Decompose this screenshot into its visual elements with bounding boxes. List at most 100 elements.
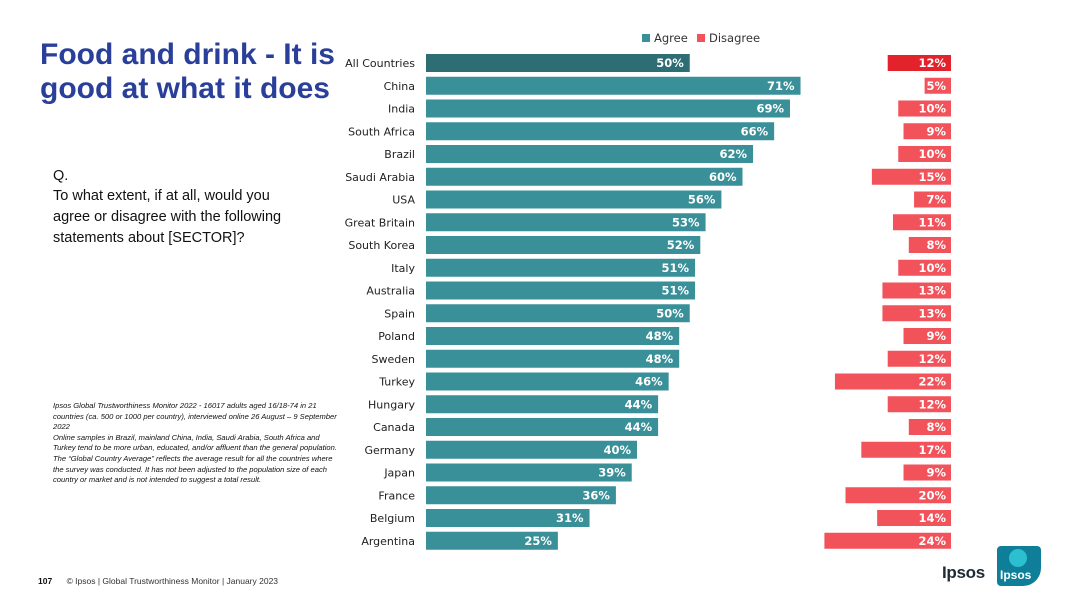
logo-box-text: Ipsos: [1000, 568, 1032, 582]
disagree-bar: [914, 191, 951, 208]
footer: 107 © Ipsos | Global Trustworthiness Mon…: [38, 576, 278, 586]
disagree-value-label: 17%: [918, 443, 946, 457]
category-label: Australia: [366, 285, 415, 298]
disagree-bar: [834, 373, 951, 390]
disagree-bar: [861, 441, 951, 458]
category-label: South Korea: [348, 239, 415, 252]
agree-bar: [426, 258, 696, 277]
legend-disagree-label: Disagree: [709, 31, 760, 45]
category-label: Canada: [373, 421, 415, 434]
disagree-value-label: 8%: [926, 238, 946, 252]
disagree-bar: [845, 487, 951, 504]
agree-value-label: 39%: [598, 466, 626, 480]
agree-value-label: 66%: [741, 124, 769, 138]
agree-bar: [426, 372, 669, 391]
disagree-value-label: 13%: [918, 306, 946, 320]
agree-bar: [426, 281, 696, 300]
agree-bar: [426, 509, 590, 527]
category-label: Japan: [383, 467, 415, 480]
disagree-value-label: 12%: [918, 397, 946, 411]
agree-bar: [426, 304, 690, 323]
disagree-value-label: 9%: [926, 466, 946, 480]
category-label: China: [384, 80, 415, 93]
disagree-bar: [924, 77, 951, 94]
disagree-bar: [908, 237, 951, 253]
note-paragraph: Ipsos Global Trustworthiness Monitor 202…: [53, 401, 337, 432]
category-label: All Countries: [345, 57, 415, 70]
category-label: Turkey: [378, 376, 415, 389]
category-label: Italy: [391, 262, 415, 275]
question-prefix: Q.: [53, 168, 69, 184]
agree-value-label: 52%: [667, 238, 695, 252]
disagree-value-label: 20%: [918, 488, 946, 502]
agree-bar: [426, 236, 701, 254]
legend-swatch-disagree: [697, 34, 705, 42]
disagree-value-label: 12%: [918, 352, 946, 366]
disagree-bar: [882, 282, 951, 299]
disagree-value-label: 10%: [918, 261, 946, 275]
agree-bar: [426, 145, 754, 163]
note-paragraph: Online samples in Brazil, mainland China…: [53, 432, 337, 453]
disagree-bar: [903, 464, 951, 481]
agree-value-label: 48%: [646, 352, 674, 366]
agree-bar: [426, 395, 659, 414]
agree-value-label: 44%: [625, 420, 653, 434]
disagree-value-label: 24%: [918, 534, 946, 548]
disagree-value-label: 12%: [918, 56, 946, 70]
agree-value-label: 44%: [625, 397, 653, 411]
agree-bar: [426, 76, 801, 95]
agree-value-label: 50%: [656, 306, 684, 320]
disagree-value-label: 9%: [926, 124, 946, 138]
disagree-bar: [908, 419, 951, 435]
agree-value-label: 46%: [635, 375, 663, 389]
category-label: Poland: [378, 330, 415, 343]
category-label: South Africa: [348, 125, 415, 138]
methodology-note: Ipsos Global Trustworthiness Monitor 202…: [53, 401, 343, 486]
disagree-bar: [898, 259, 951, 276]
agree-bar: [426, 327, 680, 345]
agree-value-label: 36%: [582, 488, 610, 502]
category-label: Great Britain: [345, 216, 415, 229]
disagree-bar: [882, 305, 951, 322]
category-label: Brazil: [384, 148, 415, 161]
disagree-value-label: 15%: [918, 170, 946, 184]
category-label: Germany: [364, 444, 415, 457]
agree-bar: [426, 418, 659, 436]
footer-text: © Ipsos | Global Trustworthiness Monitor…: [66, 576, 279, 586]
page-title: Food and drink - It is good at what it d…: [40, 38, 335, 105]
agree-value-label: 50%: [656, 56, 684, 70]
disagree-value-label: 8%: [926, 420, 946, 434]
legend-swatch-agree: [642, 34, 650, 42]
ipsos-wordmark: Ipsos: [942, 563, 985, 582]
category-label: Belgium: [370, 512, 415, 525]
agree-value-label: 62%: [720, 147, 748, 161]
disagree-value-label: 7%: [926, 193, 946, 207]
category-label: Spain: [384, 307, 415, 320]
category-label: Saudi Arabia: [345, 171, 415, 184]
agree-bar: [426, 440, 637, 459]
disagree-bar: [898, 146, 951, 162]
disagree-bar: [903, 328, 951, 344]
agree-value-label: 51%: [661, 261, 689, 275]
logo-bubble: [1009, 549, 1027, 567]
agree-value-label: 40%: [603, 443, 631, 457]
disagree-bar: [871, 168, 951, 185]
disagree-value-label: 5%: [926, 79, 946, 93]
ipsos-logo-icon: Ipsos: [997, 546, 1041, 586]
category-label: Argentina: [361, 535, 415, 548]
agree-bar: [426, 213, 706, 232]
disagree-value-label: 10%: [918, 102, 946, 116]
disagree-value-label: 13%: [918, 284, 946, 298]
category-label: USA: [392, 194, 415, 207]
agree-value-label: 53%: [672, 215, 700, 229]
agree-value-label: 31%: [556, 511, 584, 525]
agree-bar: [426, 122, 775, 141]
agree-value-label: 60%: [709, 170, 737, 184]
category-label: Hungary: [368, 398, 415, 411]
agree-value-label: 71%: [767, 79, 795, 93]
agree-bar: [426, 531, 558, 550]
disagree-bar: [898, 100, 951, 117]
note-paragraph: The “Global Country Average” reflects th…: [53, 453, 333, 485]
agree-value-label: 48%: [646, 329, 674, 343]
